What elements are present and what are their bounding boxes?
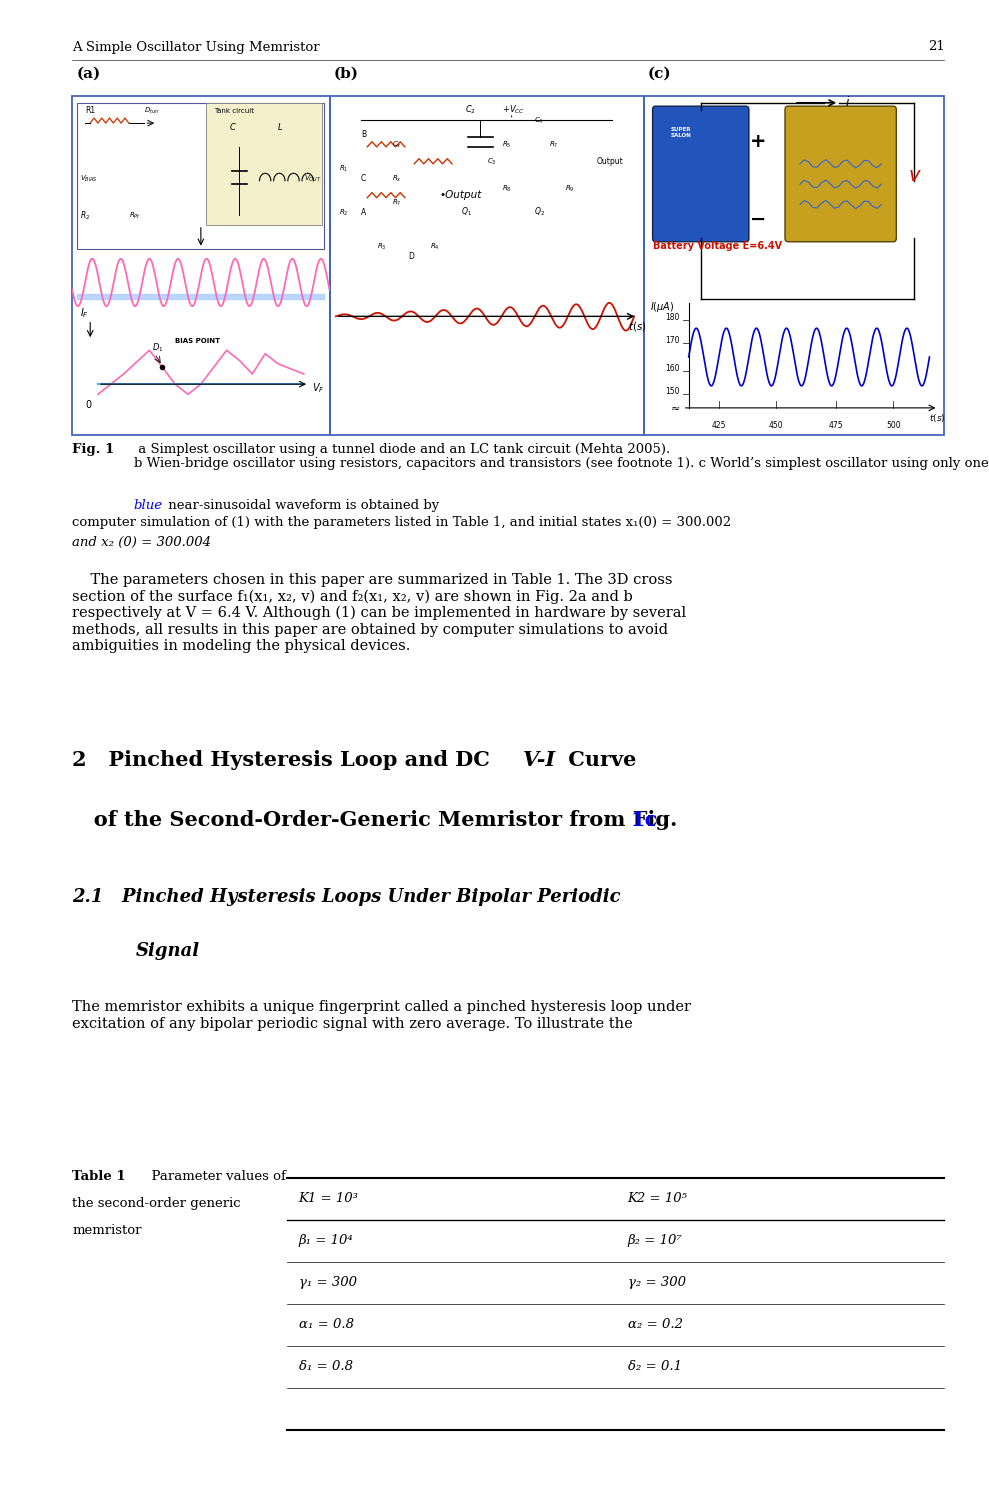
Text: $I_F$: $I_F$ [80, 306, 89, 320]
Text: 500: 500 [886, 422, 901, 430]
Text: $R_x$: $R_x$ [393, 174, 403, 184]
Text: 1c: 1c [630, 810, 658, 830]
Text: R1: R1 [85, 106, 95, 116]
Text: $R_8$: $R_8$ [502, 184, 512, 194]
Text: 170: 170 [666, 336, 679, 345]
Text: V-I: V-I [523, 750, 556, 770]
Text: B: B [361, 129, 366, 138]
Text: 2.1   Pinched Hysteresis Loops Under Bipolar Periodic: 2.1 Pinched Hysteresis Loops Under Bipol… [72, 888, 621, 906]
Text: $R_{Pt}$: $R_{Pt}$ [129, 211, 140, 220]
Text: $D_{tun}$: $D_{tun}$ [144, 106, 159, 116]
Text: $V_{BIAS}$: $V_{BIAS}$ [80, 174, 98, 184]
Text: $V_F$: $V_F$ [312, 381, 324, 394]
Text: a Simplest oscillator using a tunnel diode and an LC tank circuit (Mehta 2005).
: a Simplest oscillator using a tunnel dio… [134, 442, 989, 471]
Text: Curve: Curve [561, 750, 636, 770]
Text: Parameter values of: Parameter values of [143, 1170, 286, 1184]
Text: δ₂ = 0.1: δ₂ = 0.1 [627, 1360, 681, 1372]
Text: $R_4$: $R_4$ [430, 242, 440, 252]
Text: $C_4$: $C_4$ [534, 116, 543, 126]
Polygon shape [77, 104, 324, 249]
Text: K1 = 10³: K1 = 10³ [299, 1192, 359, 1204]
Text: α₁ = 0.8: α₁ = 0.8 [299, 1318, 354, 1330]
Text: D: D [408, 252, 414, 261]
Text: $V_{OUT}$: $V_{OUT}$ [304, 174, 321, 184]
Text: $C_2$: $C_2$ [465, 104, 476, 117]
Text: Signal: Signal [135, 942, 200, 960]
Text: 425: 425 [711, 422, 726, 430]
Text: $Q_2$: $Q_2$ [534, 206, 545, 218]
Text: blue: blue [134, 498, 162, 512]
Text: The memristor exhibits a unique fingerprint called a pinched hysteresis loop und: The memristor exhibits a unique fingerpr… [72, 1000, 691, 1030]
Text: $R_2$: $R_2$ [80, 209, 90, 222]
Text: $t(s)$: $t(s)$ [930, 413, 945, 424]
Text: $t(s)$: $t(s)$ [628, 321, 647, 333]
Text: +: + [750, 132, 766, 152]
Polygon shape [206, 104, 321, 225]
Text: $R_1$: $R_1$ [339, 164, 348, 174]
Text: (c): (c) [648, 68, 672, 81]
Text: δ₁ = 0.8: δ₁ = 0.8 [299, 1360, 353, 1372]
Text: −: − [750, 210, 766, 230]
Text: $R_3$: $R_3$ [377, 242, 387, 252]
Text: Battery Voltage E=6.4V: Battery Voltage E=6.4V [653, 240, 781, 250]
Text: $I(\mu A)$: $I(\mu A)$ [650, 300, 674, 313]
Text: $R_7$: $R_7$ [393, 198, 402, 207]
Text: $R_9$: $R_9$ [565, 184, 575, 194]
Text: $D_1$: $D_1$ [152, 342, 163, 354]
Text: 21: 21 [928, 40, 944, 54]
Text: 475: 475 [829, 422, 844, 430]
Text: C: C [361, 174, 366, 183]
Text: Output: Output [596, 158, 623, 166]
Text: BIAS POINT: BIAS POINT [175, 339, 221, 345]
Text: of the Second-Order-Generic Memristor from Fig.: of the Second-Order-Generic Memristor fr… [72, 810, 684, 830]
Text: 180: 180 [666, 312, 679, 321]
Text: $Q_1$: $Q_1$ [462, 206, 473, 218]
Text: γ₂ = 300: γ₂ = 300 [627, 1276, 685, 1288]
Text: and x₂ (0) = 300.004: and x₂ (0) = 300.004 [72, 536, 212, 549]
Text: (b): (b) [333, 68, 358, 81]
Text: Fig. 1: Fig. 1 [72, 442, 115, 456]
Text: $+V_{CC}$: $+V_{CC}$ [502, 104, 525, 117]
Text: Table 1: Table 1 [72, 1170, 126, 1184]
Text: 450: 450 [768, 422, 783, 430]
FancyBboxPatch shape [653, 106, 749, 242]
Text: $R_7$: $R_7$ [549, 140, 559, 150]
Text: The parameters chosen in this paper are summarized in Table 1. The 3D cross
sect: The parameters chosen in this paper are … [72, 573, 686, 652]
Text: K2 = 10⁵: K2 = 10⁵ [627, 1192, 687, 1204]
Text: $C_x$: $C_x$ [393, 140, 403, 150]
Text: 160: 160 [666, 363, 679, 372]
Text: β₂ = 10⁷: β₂ = 10⁷ [627, 1234, 682, 1246]
Text: $C_3$: $C_3$ [487, 158, 496, 166]
Text: (a): (a) [76, 68, 101, 81]
Text: near-sinusoidal waveform is obtained by: near-sinusoidal waveform is obtained by [164, 498, 439, 512]
Text: γ₁ = 300: γ₁ = 300 [299, 1276, 357, 1288]
Text: β₁ = 10⁴: β₁ = 10⁴ [299, 1234, 353, 1246]
FancyBboxPatch shape [785, 106, 896, 242]
Text: 2   Pinched Hysteresis Loop and DC: 2 Pinched Hysteresis Loop and DC [72, 750, 497, 770]
Text: 150: 150 [666, 387, 679, 396]
Text: A: A [361, 207, 366, 216]
Text: Tank circuit: Tank circuit [214, 108, 254, 114]
Text: 0: 0 [85, 400, 91, 410]
Text: SUPER
SALON: SUPER SALON [671, 128, 691, 138]
Text: $\approx$: $\approx$ [668, 404, 679, 414]
Text: A Simple Oscillator Using Memristor: A Simple Oscillator Using Memristor [72, 40, 319, 54]
Text: $i$: $i$ [846, 94, 851, 110]
Text: L: L [278, 123, 283, 132]
Text: memristor: memristor [72, 1224, 141, 1238]
Text: the second-order generic: the second-order generic [72, 1197, 241, 1210]
Text: computer simulation of (1) with the parameters listed in Table 1, and initial st: computer simulation of (1) with the para… [72, 516, 731, 530]
Text: C: C [229, 123, 235, 132]
Text: •Output: •Output [439, 189, 482, 200]
Text: $v$: $v$ [908, 166, 922, 184]
Text: $R_5$: $R_5$ [502, 140, 512, 150]
Text: α₂ = 0.2: α₂ = 0.2 [627, 1318, 682, 1330]
Text: $R_2$: $R_2$ [339, 207, 348, 218]
